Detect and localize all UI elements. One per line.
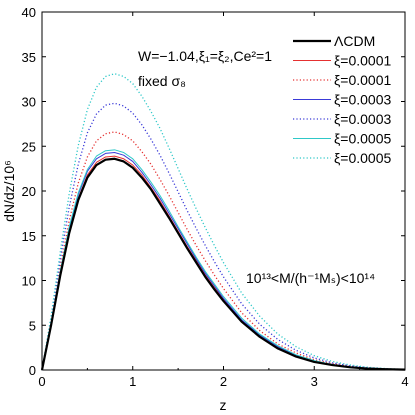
- y-tick-label: 35: [22, 50, 36, 65]
- series-line-2: [41, 131, 406, 371]
- legend: ΛCDM ξ=0.0001 ξ=0.0001 ξ=0.0003 ξ=0.0003 ξ=0.…: [293, 33, 391, 166]
- legend-label-0: ΛCDM: [334, 33, 375, 49]
- y-tick-label: 20: [22, 184, 36, 199]
- legend-label-1: ξ=0.0001: [334, 53, 391, 69]
- y-tick-label: 5: [29, 318, 36, 333]
- legend-label-6: ξ=0.0005: [334, 150, 391, 166]
- series-line-4: [41, 102, 406, 371]
- y-tick-label: 30: [22, 95, 36, 110]
- y-tick-label: 0: [29, 363, 36, 378]
- y-tick-label: 10: [22, 274, 36, 289]
- legend-label-5: ξ=0.0005: [334, 131, 391, 147]
- y-tick-label: 25: [22, 139, 36, 154]
- series-line-6: [41, 73, 406, 371]
- x-tick-label: 0: [38, 374, 45, 389]
- mass-range-annotation: 10¹³<M/(h⁻¹Mₛ)<10¹⁴: [246, 270, 375, 286]
- x-tick-label: 4: [401, 374, 408, 389]
- legend-label-3: ξ=0.0003: [334, 92, 391, 108]
- x-tick-label: 2: [220, 374, 227, 389]
- series-line-5: [41, 149, 406, 371]
- x-tick-label: 1: [129, 374, 136, 389]
- series-line-0: [40, 157, 406, 371]
- x-axis-label: z: [220, 397, 227, 413]
- legend-label-2: ξ=0.0001: [334, 72, 391, 88]
- fixed-sigma-annotation: fixed σ₈: [138, 73, 186, 89]
- legend-label-4: ξ=0.0003: [334, 111, 391, 127]
- y-tick-label: 40: [22, 5, 36, 20]
- x-tick-label: 3: [311, 374, 318, 389]
- plot-frame: [41, 11, 406, 371]
- y-tick-label: 15: [22, 229, 36, 244]
- y-axis-label: dN/dz/10⁶: [1, 160, 17, 222]
- series-group: [40, 73, 406, 371]
- params-annotation: W=−1.04,ξ₁=ξ₂,Ce²=1: [138, 48, 272, 64]
